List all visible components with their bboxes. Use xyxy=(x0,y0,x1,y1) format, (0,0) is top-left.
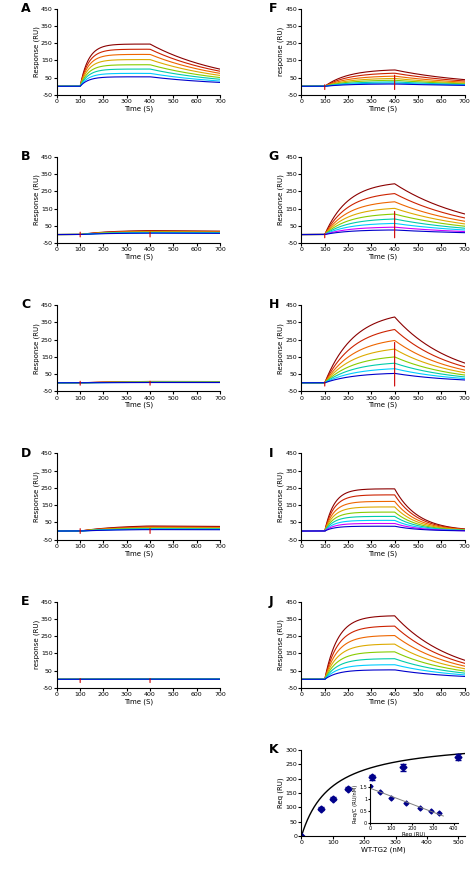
Text: F: F xyxy=(269,2,277,15)
X-axis label: Time (S): Time (S) xyxy=(124,253,153,260)
Text: G: G xyxy=(269,150,279,163)
X-axis label: Time (S): Time (S) xyxy=(124,105,153,112)
Y-axis label: Response (RU): Response (RU) xyxy=(278,471,284,522)
Text: B: B xyxy=(21,150,30,163)
Text: J: J xyxy=(269,595,273,608)
X-axis label: Time (S): Time (S) xyxy=(368,402,398,408)
Y-axis label: Response (RU): Response (RU) xyxy=(33,323,39,374)
Y-axis label: Response (RU): Response (RU) xyxy=(278,619,284,671)
Text: I: I xyxy=(269,447,273,460)
Text: D: D xyxy=(21,447,31,460)
Text: C: C xyxy=(21,298,30,311)
X-axis label: Time (S): Time (S) xyxy=(368,105,398,112)
X-axis label: Time (S): Time (S) xyxy=(124,402,153,408)
X-axis label: Time (S): Time (S) xyxy=(124,550,153,557)
Text: E: E xyxy=(21,595,29,608)
Y-axis label: Response (RU): Response (RU) xyxy=(278,323,284,374)
Y-axis label: response (RU): response (RU) xyxy=(33,620,39,670)
Text: H: H xyxy=(269,298,279,311)
Text: A: A xyxy=(21,2,31,15)
X-axis label: Time (S): Time (S) xyxy=(368,699,398,705)
Y-axis label: Response (RU): Response (RU) xyxy=(278,174,284,226)
Y-axis label: Response (RU): Response (RU) xyxy=(33,471,39,522)
X-axis label: Time (S): Time (S) xyxy=(368,253,398,260)
X-axis label: Time (S): Time (S) xyxy=(124,699,153,705)
Y-axis label: Req (RU): Req (RU) xyxy=(278,778,284,808)
X-axis label: WT-TG2 (nM): WT-TG2 (nM) xyxy=(361,847,405,854)
Y-axis label: Response (RU): Response (RU) xyxy=(33,26,39,78)
Y-axis label: response (RU): response (RU) xyxy=(278,27,284,77)
Y-axis label: Response (RU): Response (RU) xyxy=(33,174,39,226)
X-axis label: Time (S): Time (S) xyxy=(368,550,398,557)
Text: K: K xyxy=(269,743,279,756)
